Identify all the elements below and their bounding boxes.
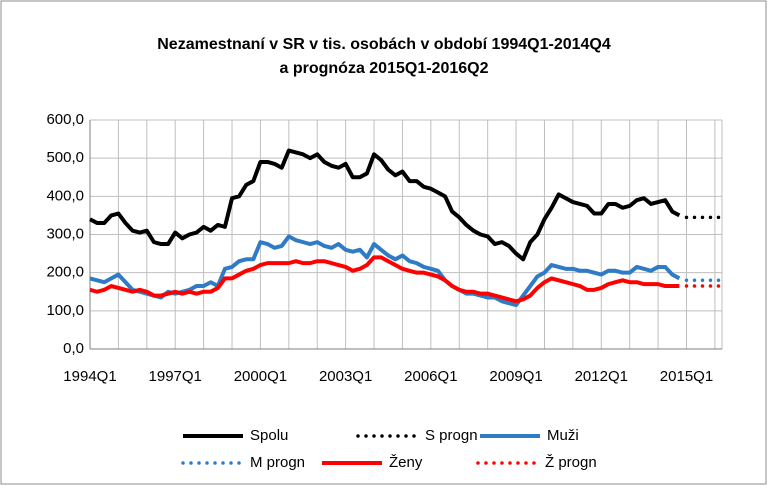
legend-label: Spolu xyxy=(250,427,288,444)
series-line xyxy=(89,148,681,262)
y-tick-label: 100,0 xyxy=(46,302,84,319)
chart-subtitle: a prognóza 2015Q1-2016Q2 xyxy=(280,60,489,77)
legend-label: S progn xyxy=(425,427,478,444)
x-tick-label: 2003Q1 xyxy=(319,368,372,385)
x-tick-label: 1997Q1 xyxy=(149,368,202,385)
y-tick-label: 0,0 xyxy=(63,340,84,357)
legend-label: M progn xyxy=(250,454,305,471)
series-line xyxy=(89,255,680,304)
chart-title: Nezamestnaní v SR v tis. osobách v obdob… xyxy=(157,36,611,53)
y-tick-label: 600,0 xyxy=(46,111,84,128)
x-tick-label: 2009Q1 xyxy=(489,368,542,385)
y-tick-label: 400,0 xyxy=(46,187,84,204)
x-tick-label: 2006Q1 xyxy=(404,368,457,385)
y-tick-label: 300,0 xyxy=(46,225,84,242)
x-tick-label: 2015Q1 xyxy=(660,368,713,385)
x-tick-label: 1994Q1 xyxy=(63,368,116,385)
legend-label: Ženy xyxy=(389,454,423,471)
legend-label: Ž progn xyxy=(545,454,597,471)
x-tick-label: 2000Q1 xyxy=(234,368,287,385)
legend-label: Muži xyxy=(547,427,579,444)
x-tick-label: 2012Q1 xyxy=(575,368,628,385)
y-tick-label: 200,0 xyxy=(46,264,84,281)
y-tick-label: 500,0 xyxy=(46,149,84,166)
